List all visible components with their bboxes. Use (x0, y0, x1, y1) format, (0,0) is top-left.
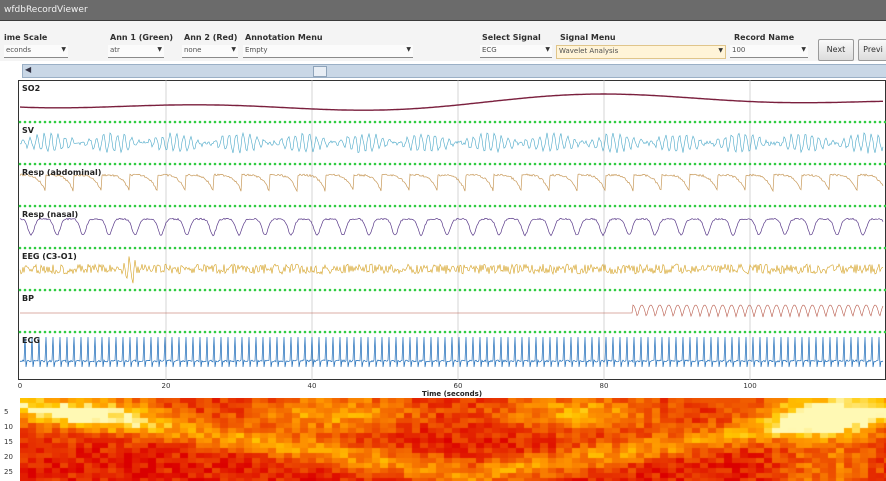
spectrogram-y-tick: 20 (4, 453, 13, 461)
time-scale-label: ime Scale (4, 33, 48, 42)
bp-trace (20, 304, 884, 318)
dropdown-arrow-icon: ▼ (406, 46, 411, 53)
annotation-row (18, 162, 886, 166)
channel-label-ecg: ECG (22, 336, 40, 345)
channel-label-resp-nasal: Resp (nasal) (22, 210, 79, 219)
resp-nasal-trace (19, 217, 884, 237)
ann2-select[interactable]: none ▼ (182, 45, 238, 58)
annotation-menu-select[interactable]: Empty ▼ (243, 45, 413, 58)
time-scrollbar[interactable]: ◀ (22, 64, 886, 78)
channel-label-bp: BP (22, 294, 34, 303)
record-name-label: Record Name (734, 33, 795, 42)
next-button[interactable]: Next (818, 39, 854, 61)
toolbar: ime Scale econds ▼ Ann 1 (Green) atr ▼ A… (0, 21, 886, 61)
sv-trace (20, 131, 884, 154)
dropdown-arrow-icon: ▼ (545, 46, 550, 53)
spectrogram-y-tick: 10 (4, 423, 13, 431)
channel-label-resp-abdominal: Resp (abdominal) (22, 168, 102, 177)
scrollbar-thumb[interactable] (313, 66, 327, 77)
ann2-label: Ann 2 (Red) (184, 33, 238, 42)
record-name-select[interactable]: 100 ▼ (730, 45, 808, 58)
signal-menu-select[interactable]: Wavelet Analysis ▼ (556, 45, 726, 59)
wavelet-spectrogram: 5 10 15 20 25 (0, 398, 886, 481)
dropdown-arrow-icon: ▼ (231, 46, 236, 53)
x-tick: 60 (453, 382, 463, 390)
annotation-row (18, 204, 886, 208)
dropdown-arrow-icon: ▼ (61, 46, 66, 53)
signal-menu-value: Wavelet Analysis (559, 47, 619, 55)
plot-frame (18, 80, 886, 380)
ann1-label: Ann 1 (Green) (110, 33, 174, 42)
annotation-row (18, 120, 886, 124)
x-tick: 100 (743, 382, 757, 390)
title-bar: wfdbRecordViewer (0, 0, 886, 21)
annotation-menu-label: Annotation Menu (245, 33, 323, 42)
signal-traces (18, 80, 886, 380)
x-tick: 0 (17, 382, 23, 390)
eeg-trace (19, 256, 884, 284)
channel-label-sv: SV (22, 126, 34, 135)
resp-abdominal-trace (19, 173, 884, 193)
x-axis-label: Time (seconds) (421, 390, 483, 398)
ann1-select[interactable]: atr ▼ (108, 45, 164, 58)
select-signal-label: Select Signal (482, 33, 541, 42)
x-tick: 40 (307, 382, 317, 390)
annotation-row (18, 330, 886, 334)
scroll-left-icon[interactable]: ◀ (25, 65, 32, 74)
so2-trace (20, 93, 883, 111)
ann1-value: atr (110, 46, 120, 54)
spectrogram-canvas (20, 398, 886, 481)
ann2-value: none (184, 46, 202, 54)
time-scale-select[interactable]: econds ▼ (4, 45, 68, 58)
channel-label-eeg: EEG (C3-O1) (22, 252, 77, 261)
spectrogram-y-tick: 25 (4, 468, 13, 476)
record-name-value: 100 (732, 46, 746, 54)
dropdown-arrow-icon: ▼ (718, 47, 723, 54)
annotation-row (18, 246, 886, 250)
x-tick: 80 (599, 382, 609, 390)
time-axis: 0 20 40 60 80 100 Time (seconds) (18, 380, 886, 400)
time-scale-value: econds (6, 46, 31, 54)
dropdown-arrow-icon: ▼ (801, 46, 806, 53)
select-signal-value: ECG (482, 46, 497, 54)
signal-menu-label: Signal Menu (560, 33, 616, 42)
annotation-menu-value: Empty (245, 46, 268, 54)
previous-button[interactable]: Previ (858, 39, 886, 61)
spectrogram-y-tick: 15 (4, 438, 13, 446)
channel-label-so2: SO2 (22, 84, 41, 93)
x-tick: 20 (161, 382, 171, 390)
dropdown-arrow-icon: ▼ (157, 46, 162, 53)
spectrogram-y-tick: 5 (4, 408, 9, 416)
window-title: wfdbRecordViewer (4, 5, 88, 15)
select-signal-select[interactable]: ECG ▼ (480, 45, 552, 58)
ecg-trace (19, 336, 884, 368)
signal-plot-area (18, 80, 886, 380)
annotation-row (18, 288, 886, 292)
